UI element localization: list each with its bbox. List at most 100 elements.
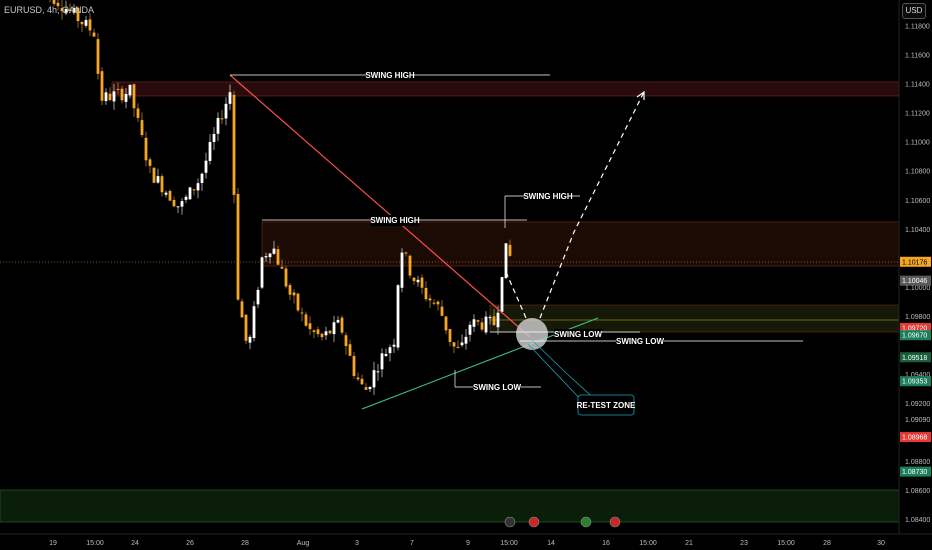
candle-body: [268, 253, 272, 258]
time-tick-label: 26: [186, 540, 194, 547]
candle-body: [160, 176, 164, 193]
candle-body: [148, 159, 152, 166]
time-tick-label: 19: [49, 540, 57, 547]
price-tick-label: 1.11800: [905, 24, 930, 31]
annotation-bg: [366, 70, 414, 81]
retest-zone-box[interactable]: [577, 394, 635, 416]
candle-body: [304, 314, 308, 326]
flag-icon[interactable]: [609, 516, 621, 528]
flag-icon[interactable]: [580, 516, 592, 528]
candle-body: [336, 319, 340, 323]
candle-body: [132, 84, 136, 109]
candle-body: [412, 277, 416, 282]
price-tag: [900, 322, 931, 333]
candle-body: [368, 386, 372, 390]
candle-body: [496, 312, 500, 328]
price-tick-label: 1.11000: [905, 140, 930, 147]
price-tick-label: 1.10800: [905, 169, 930, 176]
annotation-bg: [616, 336, 664, 347]
time-tick-label: 14: [547, 540, 555, 547]
time-tick-label: 15:00: [639, 540, 657, 547]
price-tick-label: 1.11600: [905, 53, 930, 60]
candle-body: [260, 257, 264, 288]
candle-body: [228, 92, 232, 104]
annotation-label[interactable]: SWING LOW: [473, 383, 521, 392]
candle-body: [152, 167, 156, 183]
candle-body: [80, 21, 84, 25]
candle-body: [308, 323, 312, 330]
price-tag-label: 1.09518: [902, 355, 927, 362]
candle-body: [192, 189, 196, 191]
symbol-label: EURUSD, 4h, OANDA: [4, 5, 95, 15]
lightning-icon[interactable]: [504, 516, 516, 528]
retest-pointer-line: [527, 343, 586, 405]
downtrend-line[interactable]: [229, 74, 531, 338]
annotation-label[interactable]: SWING HIGH: [365, 71, 415, 80]
candle-body: [76, 7, 80, 22]
candle-body: [164, 192, 168, 195]
candle-body: [120, 88, 124, 101]
price-tick-label: 1.09800: [905, 314, 930, 321]
candle-body: [400, 252, 404, 288]
time-tick-label: 30: [877, 540, 885, 547]
candle-body: [340, 317, 344, 333]
candle-body: [180, 201, 184, 207]
price-tick-label: 1.10400: [905, 227, 930, 234]
candle-body: [504, 243, 508, 279]
candle-body: [272, 248, 276, 254]
retest-circle[interactable]: [516, 318, 548, 350]
annotation-bg: [554, 329, 602, 340]
candle-body: [224, 103, 228, 119]
candle-body: [492, 316, 496, 326]
candle-body: [396, 285, 400, 348]
candle-body: [352, 356, 356, 376]
candle-body: [424, 287, 428, 300]
annotation-bg: [524, 191, 572, 202]
candle-body: [432, 302, 436, 304]
time-tick-label: 28: [823, 540, 831, 547]
candle-body: [256, 289, 260, 305]
candle-body: [476, 320, 480, 322]
price-tick-label: 1.11400: [905, 82, 930, 89]
time-axis[interactable]: 19 15:00 24 26 28 Aug 3 7 9 15:00 14 16 15:00 21 23 15:…: [49, 540, 885, 547]
candle-body: [212, 133, 216, 143]
candle-body: [408, 255, 412, 276]
annotation-label[interactable]: SWING HIGH: [523, 192, 573, 201]
time-tick-label: 28: [241, 540, 249, 547]
candle-body: [316, 329, 320, 335]
candle-body: [328, 330, 332, 334]
candle-body: [280, 266, 284, 269]
price-tag-label: 1.09670: [902, 333, 927, 340]
candle-body: [276, 249, 280, 265]
candle-body: [128, 84, 132, 96]
candle-body: [232, 94, 236, 195]
candle-body: [176, 206, 180, 208]
price-tick-label: 1.10000: [905, 285, 930, 292]
currency-badge[interactable]: USD: [902, 3, 926, 19]
candle-body: [444, 316, 448, 331]
candle-body: [480, 322, 484, 330]
flag-icon[interactable]: [528, 516, 540, 528]
price-tag-label: 1.08730: [902, 469, 927, 476]
annotation-label[interactable]: SWING LOW: [554, 330, 602, 339]
annotation-bg: [473, 382, 521, 393]
price-tag-label: 1.08968: [902, 435, 927, 442]
price-axis[interactable]: 1.11800 1.11600 1.11400 1.11200 1.11000 1.108…: [905, 24, 930, 524]
projection-arrowhead: [636, 90, 645, 100]
annotation-label[interactable]: SWING LOW: [616, 337, 664, 346]
candle-body: [172, 199, 176, 207]
time-tick-label: Aug: [297, 540, 310, 547]
price-tick-label: 1.09400: [905, 372, 930, 379]
annotation-label[interactable]: SWING HIGH: [370, 216, 420, 225]
demand-zone-bottom: [0, 489, 900, 523]
event-icons[interactable]: [504, 516, 621, 528]
candle-body: [52, 0, 56, 4]
candle-body: [332, 322, 336, 335]
time-tick-label: 15:00: [86, 540, 104, 547]
candle-body: [380, 353, 384, 370]
candle-body: [364, 387, 368, 390]
projection-path[interactable]: [505, 91, 645, 319]
candle-body: [264, 256, 268, 258]
